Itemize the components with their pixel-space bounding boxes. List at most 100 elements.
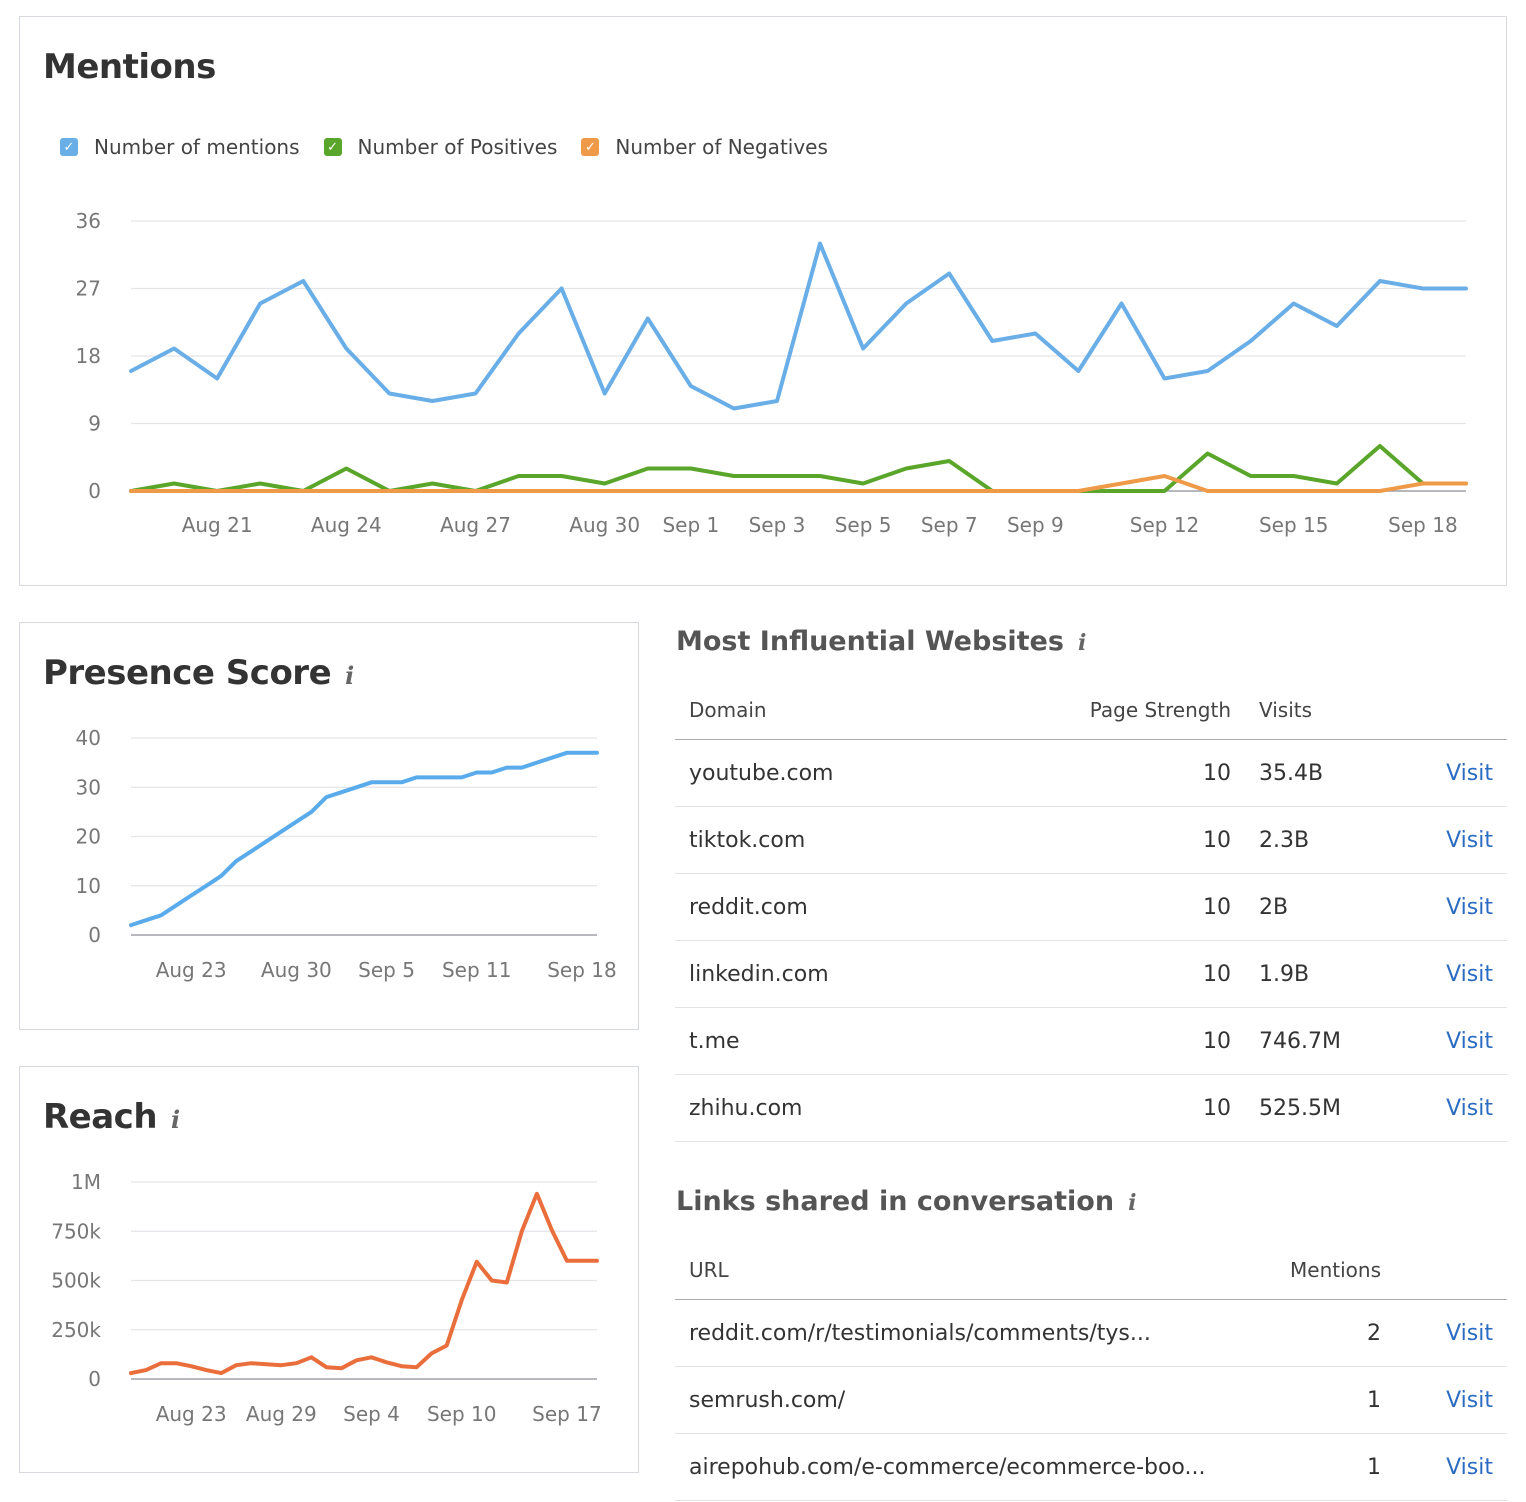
domain-cell: t.me — [675, 1007, 1065, 1075]
table-row: youtube.com 10 35.4B Visit — [675, 739, 1507, 807]
y-tick-label: 20 — [76, 825, 101, 849]
x-tick-label: Sep 10 — [427, 1402, 497, 1426]
domain-cell: zhihu.com — [675, 1074, 1065, 1142]
visit-link[interactable]: Visit — [1395, 1299, 1507, 1367]
info-icon[interactable]: i — [345, 661, 354, 690]
x-tick-label: Aug 30 — [261, 958, 332, 982]
info-icon[interactable]: i — [1128, 1190, 1137, 1216]
page-strength-cell: 10 — [1065, 873, 1245, 941]
y-tick-label: 18 — [76, 344, 101, 368]
x-tick-label: Sep 18 — [547, 958, 617, 982]
column-header-url: URL — [675, 1241, 1235, 1300]
links-title: Links shared in conversation i — [676, 1186, 1136, 1217]
legend-item-mentions[interactable]: ✓ Number of mentions — [60, 135, 300, 159]
page-strength-cell: 10 — [1065, 1074, 1245, 1142]
y-tick-label: 27 — [76, 277, 101, 301]
checkbox-checked-icon[interactable]: ✓ — [323, 138, 342, 156]
domain-cell: reddit.com — [675, 873, 1065, 941]
x-tick-label: Aug 29 — [246, 1402, 317, 1426]
y-tick-label: 36 — [76, 209, 101, 233]
websites-table: Domain Page Strength Visits youtube.com … — [675, 681, 1507, 1142]
table-row: t.me 10 746.7M Visit — [675, 1007, 1507, 1075]
links-title-text: Links shared in conversation — [676, 1186, 1115, 1217]
series-line — [129, 444, 1468, 493]
series-line — [129, 474, 1468, 493]
y-tick-label: 750k — [51, 1219, 101, 1243]
reach-title: Reach i — [43, 1097, 180, 1137]
mentions-legend: ✓ Number of mentions ✓ Number of Positiv… — [60, 135, 852, 159]
websites-title: Most Influential Websites i — [676, 626, 1086, 657]
visits-cell: 2B — [1245, 873, 1395, 941]
x-tick-label: Sep 4 — [343, 1402, 400, 1426]
table-header-row: URL Mentions — [675, 1241, 1507, 1300]
domain-cell: linkedin.com — [675, 940, 1065, 1008]
series-line — [129, 1191, 599, 1376]
page-strength-cell: 10 — [1065, 940, 1245, 1008]
checkbox-checked-icon[interactable]: ✓ — [581, 138, 600, 156]
legend-label: Number of Positives — [357, 135, 558, 159]
column-header-visits: Visits — [1245, 681, 1395, 740]
table-row: zhihu.com 10 525.5M Visit — [675, 1074, 1507, 1142]
page-strength-cell: 10 — [1065, 1007, 1245, 1075]
presence-chart: 0 10 20 30 40 Aug 23 Aug 30 Sep 5 Sep 11 Sep 18 — [76, 726, 617, 982]
y-tick-label: 10 — [76, 874, 101, 898]
y-tick-label: 1M — [71, 1170, 101, 1194]
visit-link[interactable]: Visit — [1395, 873, 1507, 941]
table-row: semrush.com/ 1 Visit — [675, 1366, 1507, 1434]
info-icon[interactable]: i — [171, 1105, 180, 1134]
table-row: reddit.com/r/testimonials/comments/tys..… — [675, 1299, 1507, 1367]
x-tick-label: Sep 5 — [835, 513, 892, 537]
legend-label: Number of Negatives — [615, 135, 828, 159]
column-header-mentions: Mentions — [1235, 1241, 1395, 1300]
visit-link[interactable]: Visit — [1395, 1007, 1507, 1075]
info-icon[interactable]: i — [1077, 630, 1087, 656]
visits-cell: 2.3B — [1245, 806, 1395, 874]
x-tick-label: Aug 30 — [569, 513, 640, 537]
legend-item-positives[interactable]: ✓ Number of Positives — [323, 135, 558, 159]
url-cell: airepohub.com/e-commerce/ecommerce-boo..… — [675, 1433, 1235, 1501]
visit-link[interactable]: Visit — [1395, 739, 1507, 807]
visit-link[interactable]: Visit — [1395, 1366, 1507, 1434]
table-row: linkedin.com 10 1.9B Visit — [675, 940, 1507, 1008]
presence-title-text: Presence Score — [43, 653, 332, 693]
domain-cell: tiktok.com — [675, 806, 1065, 874]
websites-title-text: Most Influential Websites — [676, 626, 1064, 657]
mentions-count-cell: 1 — [1235, 1433, 1395, 1501]
x-tick-label: Sep 7 — [921, 513, 978, 537]
series-line — [129, 750, 599, 928]
y-tick-label: 0 — [88, 479, 101, 503]
y-tick-label: 30 — [76, 775, 101, 799]
x-tick-label: Aug 23 — [156, 958, 227, 982]
column-header-domain: Domain — [675, 681, 1065, 740]
legend-label: Number of mentions — [94, 135, 300, 159]
legend-item-negatives[interactable]: ✓ Number of Negatives — [581, 135, 828, 159]
presence-title: Presence Score i — [43, 653, 354, 693]
x-tick-label: Sep 15 — [1259, 513, 1329, 537]
domain-cell: youtube.com — [675, 739, 1065, 807]
y-tick-label: 0 — [88, 1367, 101, 1391]
visits-cell: 525.5M — [1245, 1074, 1395, 1142]
x-tick-label: Sep 12 — [1130, 513, 1200, 537]
x-tick-label: Aug 27 — [440, 513, 511, 537]
table-header-row: Domain Page Strength Visits — [675, 681, 1507, 740]
x-tick-label: Aug 24 — [311, 513, 382, 537]
mentions-title: Mentions — [43, 47, 216, 87]
visits-cell: 35.4B — [1245, 739, 1395, 807]
visit-link[interactable]: Visit — [1395, 940, 1507, 1008]
visit-link[interactable]: Visit — [1395, 806, 1507, 874]
checkbox-checked-icon[interactable]: ✓ — [60, 138, 78, 156]
links-table: URL Mentions reddit.com/r/testimonials/c… — [675, 1241, 1507, 1501]
table-row: tiktok.com 10 2.3B Visit — [675, 806, 1507, 874]
x-tick-label: Sep 17 — [532, 1402, 602, 1426]
visit-link[interactable]: Visit — [1395, 1433, 1507, 1501]
visit-link[interactable]: Visit — [1395, 1074, 1507, 1142]
x-tick-label: Sep 5 — [358, 958, 415, 982]
reach-title-text: Reach — [43, 1097, 158, 1137]
y-tick-label: 40 — [76, 726, 101, 750]
y-tick-label: 0 — [88, 923, 101, 947]
reach-card: Reach i — [19, 1066, 639, 1473]
page-strength-cell: 10 — [1065, 806, 1245, 874]
table-row: reddit.com 10 2B Visit — [675, 873, 1507, 941]
column-header-page-strength: Page Strength — [1065, 681, 1245, 740]
series-line — [129, 241, 1468, 411]
